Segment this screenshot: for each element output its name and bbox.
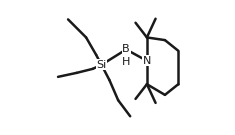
Text: Si: Si — [96, 60, 107, 70]
Text: H: H — [122, 57, 130, 67]
Text: N: N — [143, 56, 151, 66]
Text: B: B — [122, 44, 130, 54]
